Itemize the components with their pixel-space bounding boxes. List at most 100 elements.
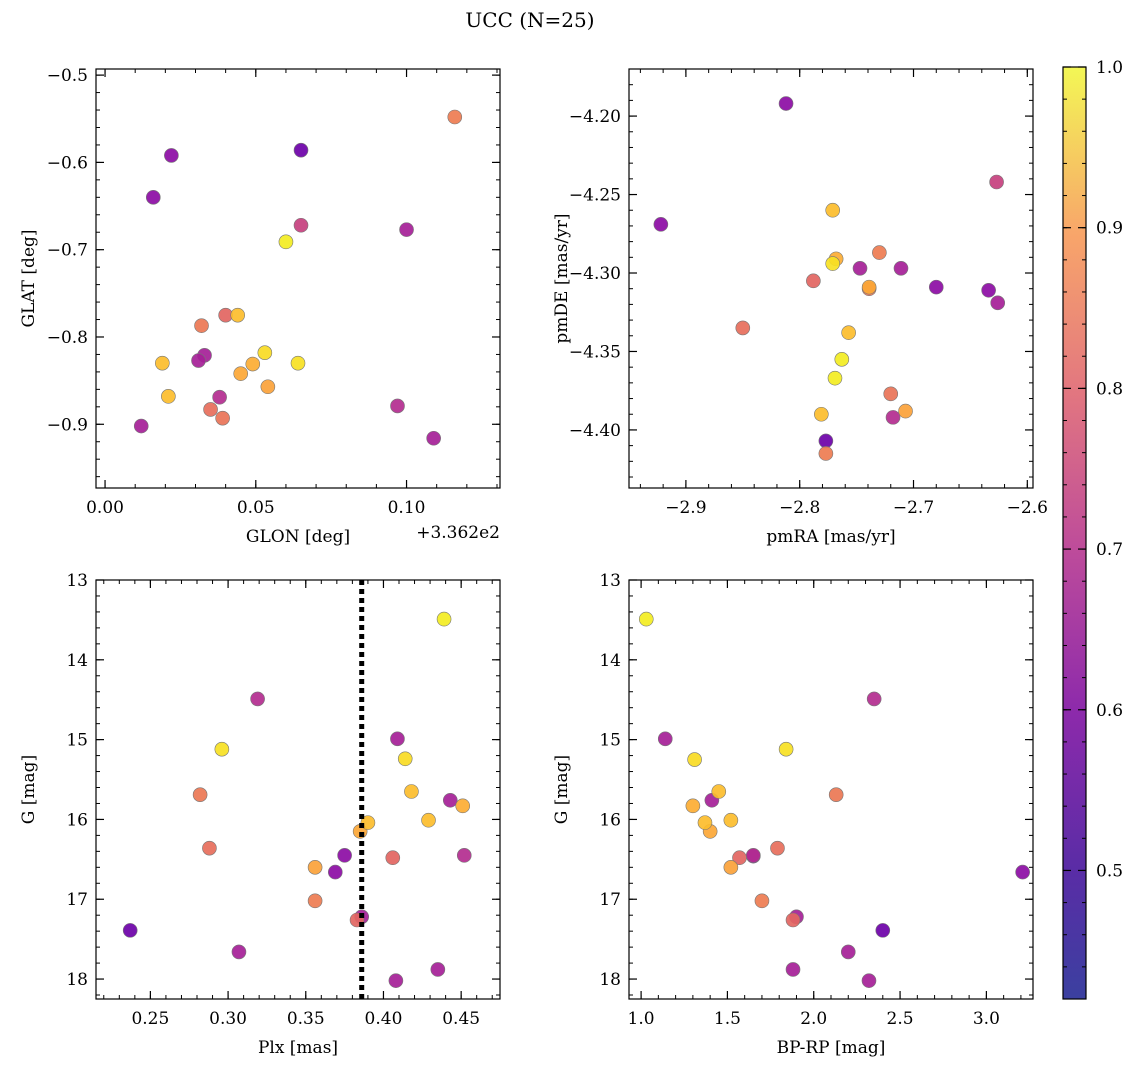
scatter-point xyxy=(746,848,761,863)
y-tick-label: −4.25 xyxy=(569,186,621,206)
panel-bottom-right: 1.0 1.5 2.0 2.5 3.0 13 14 15 16 17 18 BP-RP [mag] G … xyxy=(552,571,1034,1058)
scatter-point xyxy=(250,691,265,707)
x-tick-label: 1.0 xyxy=(628,1009,655,1029)
scatter-point xyxy=(436,611,452,627)
scatter-point xyxy=(214,741,230,757)
scatter-point xyxy=(397,751,413,767)
scatter-point xyxy=(426,430,441,446)
scatter-point xyxy=(447,109,463,125)
scatter-point xyxy=(260,379,276,395)
scatter-point xyxy=(697,815,713,830)
axes-frame xyxy=(95,579,501,1000)
colorbar-tick-label: 0.9 xyxy=(1096,219,1123,239)
y-tick-label: 14 xyxy=(599,651,621,671)
y-tick-label: −4.20 xyxy=(569,107,621,127)
scatter-point xyxy=(638,611,654,627)
scatter-point xyxy=(818,446,834,461)
scatter-point xyxy=(278,234,294,250)
scatter-point xyxy=(155,355,170,371)
scatter-point xyxy=(885,410,901,425)
scatter-point xyxy=(818,433,834,449)
scatter-point xyxy=(385,850,401,866)
y-tick-label: 14 xyxy=(66,651,88,671)
scatter-point xyxy=(687,752,702,767)
scatter-point xyxy=(825,202,841,218)
y-axis-label: GLAT [deg] xyxy=(19,229,39,327)
x-axis-label: BP-RP [mag] xyxy=(777,1038,886,1058)
scatter-point xyxy=(754,893,770,909)
scatter-point xyxy=(861,279,877,295)
x-tick-label: 2.5 xyxy=(887,1009,914,1029)
scatter-point xyxy=(770,840,785,856)
scatter-point xyxy=(430,962,446,977)
scatter-point xyxy=(161,389,176,404)
x-tick-label: 0.05 xyxy=(237,498,275,518)
scatter-point xyxy=(192,787,208,802)
scatter-point xyxy=(404,784,419,799)
y-tick-label: −4.35 xyxy=(569,342,621,362)
scatter-point xyxy=(145,190,161,205)
scatter-point xyxy=(257,345,273,360)
scatter-point xyxy=(293,217,309,233)
scatter-point xyxy=(928,279,944,295)
scatter-point xyxy=(732,850,747,866)
scatter-point xyxy=(421,812,436,828)
colorbar-tick-label: 0.8 xyxy=(1096,379,1123,399)
colorbar-gradient xyxy=(1062,66,1087,1000)
scatter-point xyxy=(778,741,794,757)
y-tick-label: −4.40 xyxy=(569,421,621,441)
scatter-point xyxy=(390,398,405,414)
scatter-point xyxy=(827,370,843,386)
y-tick-label: −0.9 xyxy=(47,415,88,435)
x-tick-label: 0.30 xyxy=(209,1009,247,1029)
x-tick-label: 1.5 xyxy=(714,1009,741,1029)
scatter-point xyxy=(215,410,230,426)
y-tick-label: 16 xyxy=(66,810,88,830)
scatter-point xyxy=(711,784,727,799)
y-tick-label: −4.30 xyxy=(569,264,621,284)
scatter-point xyxy=(212,389,227,405)
axes-frame xyxy=(628,68,1034,489)
x-axis-label: pmRA [mas/yr] xyxy=(766,527,895,547)
scatter-point xyxy=(164,148,179,163)
scatter-point xyxy=(875,923,891,938)
scatter-point xyxy=(390,731,405,747)
scatter-point xyxy=(230,307,246,323)
axes-frame xyxy=(95,68,501,489)
scatter-point xyxy=(360,815,376,830)
x-tick-label: −2.6 xyxy=(1007,498,1048,518)
scatter-point xyxy=(814,406,829,422)
scatter-point xyxy=(893,260,909,276)
scatter-point xyxy=(191,353,206,368)
scatter-point xyxy=(231,944,247,960)
x-tick-label: 3.0 xyxy=(973,1009,1000,1029)
x-tick-label: 2.0 xyxy=(800,1009,827,1029)
scatter-point xyxy=(657,731,673,747)
x-tick-label: 0.45 xyxy=(442,1009,480,1029)
axes-frame xyxy=(628,579,1034,1000)
panel-bottom-left: 0.25 0.30 0.35 0.40 0.45 13 14 15 16 17 18 Plx [mas… xyxy=(19,571,501,1058)
scatter-point xyxy=(307,893,323,909)
x-tick-label: −2.8 xyxy=(779,498,820,518)
scatter-point xyxy=(989,174,1004,190)
y-tick-label: 15 xyxy=(599,731,621,751)
scatter-point xyxy=(723,860,739,875)
scatter-point xyxy=(898,403,913,419)
scatter-point xyxy=(233,366,249,381)
scatter-point xyxy=(399,222,414,237)
colorbar: 0.5 0.6 0.7 0.8 0.9 1.0 xyxy=(1062,58,1123,1000)
x-axis-label: GLON [deg] xyxy=(246,527,350,547)
scatter-point xyxy=(133,418,149,434)
x-tick-label: 0.10 xyxy=(388,498,426,518)
scatter-point xyxy=(122,923,138,938)
scatter-point xyxy=(293,142,309,158)
panel-top-left: 0.00 0.05 0.10 −0.5 −0.6 −0.7 −0.8 −0.9 GLON [de… xyxy=(19,66,501,547)
scatter-point xyxy=(834,352,850,367)
y-tick-label: −0.5 xyxy=(47,66,88,86)
scatter-point xyxy=(785,962,801,977)
scatter-point xyxy=(388,973,404,988)
y-tick-label: 18 xyxy=(599,970,621,990)
scatter-point xyxy=(852,260,868,276)
scatter-point xyxy=(337,848,352,863)
